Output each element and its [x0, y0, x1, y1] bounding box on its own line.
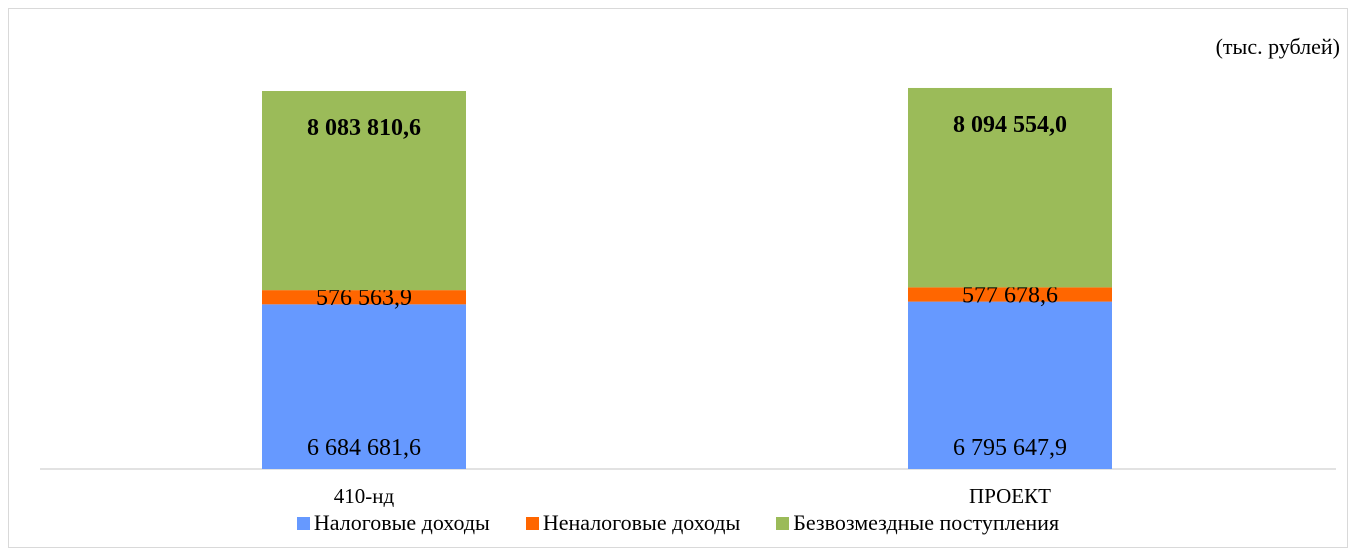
chart-frame [8, 8, 1348, 548]
legend-item-2: Неналоговые доходы [525, 510, 741, 536]
legend-label-1: Налоговые доходы [313, 510, 490, 535]
x-tick-label-2: ПРОЕКТ [969, 484, 1051, 508]
data-label-1-1: 6 684 681,6 [307, 435, 421, 461]
bar-segment-1-1 [262, 304, 466, 469]
bar-segment-3-1 [262, 90, 466, 291]
data-label-3-1: 8 083 810,6 [307, 115, 421, 141]
bar-segment-1-2 [908, 301, 1112, 469]
bar-segment-2-2 [908, 287, 1112, 302]
legend-item-1: Налоговые доходы [296, 510, 490, 536]
legend-swatch-2 [525, 516, 539, 530]
unit-label: (тыс. рублей) [1215, 34, 1340, 59]
legend-label-3: Безвозмездные поступления [793, 510, 1060, 535]
data-label-1-2: 6 795 647,9 [953, 435, 1067, 461]
legend-swatch-3 [776, 516, 790, 530]
bar-segment-3-2 [908, 87, 1112, 288]
legend-swatch-1 [296, 516, 310, 530]
data-label-3-2: 8 094 554,0 [953, 112, 1067, 138]
x-tick-label-1: 410-нд [334, 484, 395, 508]
legend-item-3: Безвозмездные поступления [776, 510, 1059, 536]
bar-segment-2-1 [262, 290, 466, 305]
legend: Налоговые доходы Неналоговые доходы Безвоз… [0, 510, 1356, 536]
legend-label-2: Неналоговые доходы [542, 510, 741, 535]
